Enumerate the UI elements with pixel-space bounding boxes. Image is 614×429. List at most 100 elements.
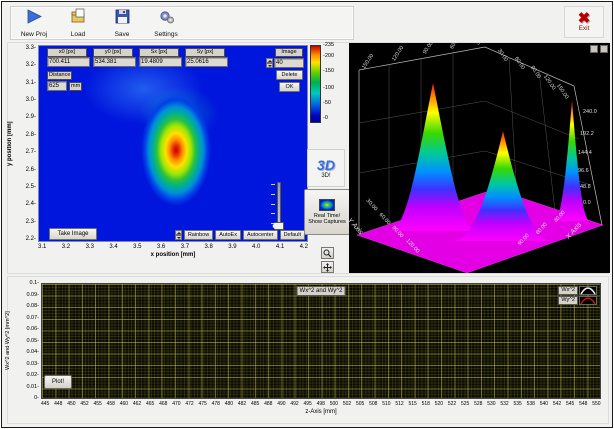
distance-field[interactable]: 625 [47,81,67,91]
slider-thumb[interactable] [272,222,284,230]
tick-label: 2.9 [26,114,36,120]
tick-label: 4.2 [299,244,308,250]
tick-label: 452 [80,401,89,407]
delete-button[interactable]: Delete [276,70,303,80]
tick-label: 482 [237,401,247,407]
toolbar-button[interactable]: New Proj [15,8,53,38]
image-number-field[interactable]: 40 [274,58,304,68]
tick-label: 3.1 [38,244,47,250]
toolbar-button[interactable]: Load [59,8,97,38]
graph-tool-icon[interactable] [590,45,598,53]
colorbar [310,45,321,123]
image-spinner[interactable] [266,58,273,68]
tick-label: 485 [251,401,260,407]
toolbar-button[interactable]: Save [103,8,141,38]
tick-label: 0.03 [26,361,39,367]
tick-label: 448 [54,401,63,407]
graph-option-buttons: Rainbow AutoEx Autocenter Default [174,230,305,240]
surface3d-canvas [356,46,604,273]
colorbar-ticks: 235 200 150 100 50 0 [323,42,343,124]
palette-dropdown[interactable]: Rainbow [183,230,214,240]
graph-zoom-tool-icon[interactable] [321,247,334,259]
tick-label: 3.3 [85,244,94,250]
tick-label: 492 [290,401,299,407]
ok-button[interactable]: OK [279,82,300,92]
graph-pan-tool-icon[interactable] [321,261,334,273]
default-button[interactable]: Default [279,230,305,240]
tick-label: 522 [447,401,457,407]
legend-curve-icon [579,286,597,295]
tick-label: 445 [41,401,50,407]
tick-label: 512 [395,401,404,407]
toolbar-button[interactable]: Settings [147,8,185,38]
take-image-button[interactable]: Take Image [49,228,97,240]
tick-label: 548 [579,401,588,407]
tick-label: 2.7 [26,149,36,155]
tick-label: 3.7 [180,244,190,250]
tick-label: 48.8 [580,184,591,190]
tick-label: 3.0 [26,97,36,103]
tick-label: 468 [159,401,168,407]
tick-label: 0.1 [30,280,40,286]
caustic-plot-area: Wx^2 and Wy^2 Wx^2 Wy^2 [41,283,601,399]
tick-label: 542 [552,401,562,407]
tick-label: 200 [323,53,334,59]
toolbar-button-label: Load [70,31,86,38]
legend-item[interactable]: Wx^2 [558,286,597,295]
caustic-chart-title: Wx^2 and Wy^2 [296,286,346,296]
tick-label: 470 [172,401,181,407]
tick-label: 500 [329,401,339,407]
slider-ticks [271,184,275,224]
autocenter-button[interactable]: Autocenter [242,230,278,240]
beam2d-intensity-graph[interactable]: x0 [px] y0 [px] Sx [px] Sy [px] 700.411 … [38,45,308,242]
tick-label: 3.2 [26,62,36,68]
realtime-show-captures-button[interactable]: Real Time/ Show Captures [304,189,350,235]
tick-label: 495 [303,401,312,407]
surface3d-graph[interactable]: 150.00120.0090.0060.0030.0030.0060.0090.… [349,43,610,273]
tick-label: 540 [539,401,549,407]
legend-item[interactable]: Wy^2 [558,296,597,305]
tick-label: 460 [119,401,129,407]
tick-label: 478 [211,401,220,407]
tick-label: 515 [408,401,417,407]
exit-button[interactable]: ✖ Exit [564,6,604,38]
legend-curve-icon [578,296,597,305]
sy-label: Sy [px] [185,48,225,57]
exit-label: Exit [578,24,590,32]
tick-label: 3.9 [228,244,237,250]
beam2d-x-ticks: 3.1 3.2 3.3 3.4 3.5 3.6 3.7 3.8 3.9 4.0 4.1 4.2 [38,244,308,250]
tick-label: 535 [513,401,522,407]
autoex-button[interactable]: AutoEx [215,230,241,240]
tick-label: 2.3 [26,219,36,225]
graph-tool-icon[interactable] [600,45,608,53]
display-range-slider[interactable] [271,182,285,232]
legend-label: Wy^2 [558,296,578,305]
tick-label: 235 [323,42,334,48]
tick-label: 455 [93,401,102,407]
palette-spinner[interactable] [174,230,182,240]
tick-label: 520 [434,401,444,407]
toolbar-button-label: Save [114,31,130,38]
tick-label: 0.09 [26,292,39,298]
caustic-y-ticks: 0.1 0.09 0.08 0.07 0.06 0.05 0.04 0.03 0.02 0.01 0 [18,280,39,401]
tick-label: 530 [487,401,496,407]
tick-label: 0.05 [26,338,39,344]
tick-label: 458 [106,401,115,407]
sx-field[interactable]: 19.4809 [139,57,182,67]
toggle-3d-button[interactable]: 3D 3D! [307,149,345,187]
tick-label: 465 [146,401,155,407]
tick-label: 192.2 [580,131,594,137]
tick-label: 475 [198,401,207,407]
sy-field[interactable]: 25.0616 [185,57,228,67]
plot-button[interactable]: Plot! [44,375,72,389]
tick-label: 150 [323,68,334,74]
x0-field[interactable]: 700.411 [47,57,90,67]
tick-label: 550 [592,401,601,407]
tick-label: 502 [342,401,352,407]
tick-label: 3.1 [26,80,36,86]
tick-label: 510 [382,401,391,407]
distance-unit-label: mm [69,82,83,91]
beam-spot [141,94,211,206]
y0-field[interactable]: 534.381 [93,57,136,67]
tick-label: 3.5 [133,244,142,250]
